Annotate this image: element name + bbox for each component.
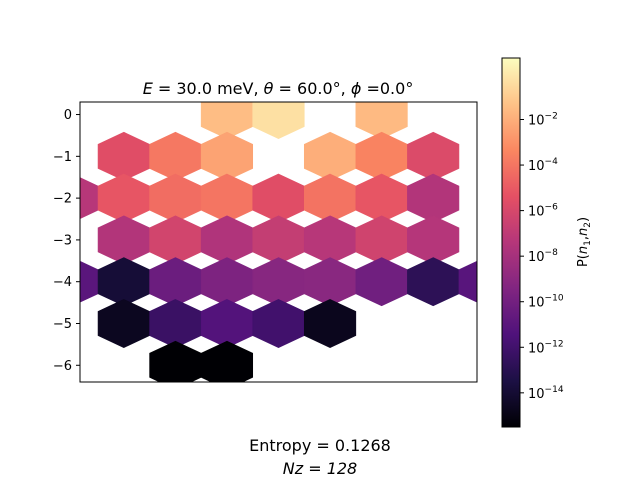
hex-cell — [200, 215, 254, 265]
colorbar-label: P(n1,n2) — [576, 217, 593, 267]
plot-frame — [79, 101, 478, 383]
y-tick-label: −5 — [53, 317, 72, 332]
hex-cell — [200, 131, 254, 181]
y-tick-label: −6 — [53, 359, 72, 374]
hex-cell — [303, 299, 357, 348]
hex-cell — [97, 215, 150, 265]
hex-cell — [149, 257, 202, 307]
y-tick-label: −4 — [53, 275, 72, 290]
hex-cell — [407, 257, 460, 307]
hex-cell — [303, 173, 357, 223]
colorbar-tick-label: 10−14 — [528, 385, 564, 402]
hex-cell — [252, 215, 305, 265]
hex-cell — [458, 260, 477, 303]
colorbar-tick-label: 10−12 — [528, 339, 564, 356]
hex-cell — [200, 299, 254, 348]
colorbar-tick-label: 10−2 — [528, 112, 558, 129]
colorbar-tick-label: 10−8 — [528, 248, 558, 265]
y-tick-label: 0 — [64, 108, 72, 123]
chart-title: E = 30.0 meV, θ = 60.0°, ϕ =0.0° — [143, 79, 414, 98]
hex-cell — [200, 173, 254, 223]
hex-cell — [303, 131, 357, 181]
hex-cell — [252, 173, 305, 223]
colorbar-frame — [501, 57, 521, 428]
hex-cell — [97, 299, 150, 348]
hex-cell — [303, 215, 357, 265]
nz-text: Nz = 128 — [283, 459, 357, 478]
colorbar-tick-label: 10−10 — [528, 294, 564, 311]
hex-cell — [407, 173, 460, 223]
y-axis: 0 −1 −2 −3 −4 −5 −6 — [53, 108, 80, 374]
y-tick-label: −2 — [53, 192, 72, 207]
hex-cell — [252, 257, 305, 307]
colorbar-tick-label: 10−4 — [528, 157, 558, 174]
hex-cell — [149, 131, 202, 181]
hex-cell — [149, 299, 202, 348]
hex-cell — [149, 215, 202, 265]
hex-cell — [355, 173, 408, 223]
hex-cell — [303, 257, 357, 307]
hex-cell — [355, 215, 408, 265]
hexbin-cells — [80, 102, 477, 382]
hex-cell — [149, 173, 202, 223]
colorbar-ticks: 10−2 10−4 10−6 10−8 10−10 10−12 10−14 — [520, 112, 564, 402]
hex-cell — [97, 131, 150, 181]
hex-cell — [200, 340, 254, 382]
entropy-text: Entropy = 0.1268 — [249, 436, 391, 455]
y-tick-label: −1 — [53, 150, 72, 165]
hex-cell — [407, 215, 460, 265]
colorbar — [502, 58, 520, 427]
hex-cell — [97, 173, 150, 223]
y-tick-label: −3 — [53, 233, 72, 248]
hex-cell — [252, 299, 305, 348]
colorbar-tick-label: 10−6 — [528, 203, 558, 220]
hex-cell — [355, 257, 408, 307]
hex-cell — [355, 131, 408, 181]
hex-cell — [97, 257, 150, 307]
hex-cell — [407, 131, 460, 181]
hex-cell — [200, 257, 254, 307]
